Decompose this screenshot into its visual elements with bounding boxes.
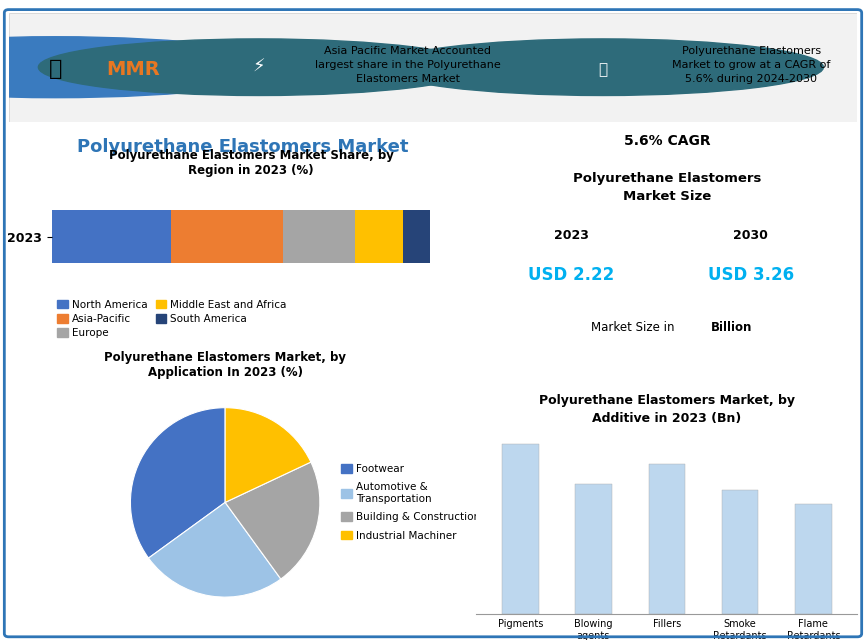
Text: Polyurethane Elastomers Market: Polyurethane Elastomers Market <box>77 138 408 156</box>
Text: Market Size in: Market Size in <box>591 321 678 334</box>
Circle shape <box>38 39 480 95</box>
Bar <box>502 444 539 614</box>
Bar <box>403 211 430 263</box>
Text: 🌍: 🌍 <box>48 60 62 79</box>
Text: Asia Pacific Market Accounted
largest share in the Polyurethane
Elastomers Marke: Asia Pacific Market Accounted largest sh… <box>314 46 501 84</box>
Wedge shape <box>225 408 311 502</box>
Bar <box>52 211 171 263</box>
Text: ⚡: ⚡ <box>253 58 265 76</box>
Text: USD 3.26: USD 3.26 <box>708 266 794 284</box>
Legend: North America, Asia-Pacific, Europe, Middle East and Africa, South America: North America, Asia-Pacific, Europe, Mid… <box>57 300 287 338</box>
Bar <box>171 211 283 263</box>
Text: 2023: 2023 <box>554 229 589 242</box>
Bar <box>283 211 355 263</box>
Text: 2030: 2030 <box>734 229 768 242</box>
Text: Polyurethane Elastomers
Market Size: Polyurethane Elastomers Market Size <box>572 172 761 202</box>
Circle shape <box>382 39 824 95</box>
Wedge shape <box>149 502 281 597</box>
Text: Polyurethane Elastomers
Market to grow at a CAGR of
5.6% during 2024-2030: Polyurethane Elastomers Market to grow a… <box>672 46 830 84</box>
Wedge shape <box>131 408 225 558</box>
Title: Polyurethane Elastomers Market, by
Application In 2023 (%): Polyurethane Elastomers Market, by Appli… <box>104 351 346 379</box>
Bar <box>575 484 612 614</box>
Circle shape <box>0 36 293 98</box>
Bar <box>649 464 685 614</box>
Title: Polyurethane Elastomers Market Share, by
Region in 2023 (%): Polyurethane Elastomers Market Share, by… <box>109 148 393 177</box>
Legend: Footwear, Automotive &
Transportation, Building & Construction, Industrial Machi: Footwear, Automotive & Transportation, B… <box>337 460 484 545</box>
Text: 🔥: 🔥 <box>598 62 607 77</box>
Bar <box>721 490 759 614</box>
Text: Polyurethane Elastomers Market, by
Additive in 2023 (Bn): Polyurethane Elastomers Market, by Addit… <box>539 394 795 425</box>
Text: 5.6% CAGR: 5.6% CAGR <box>624 134 710 148</box>
Text: MMR: MMR <box>107 60 160 79</box>
Bar <box>355 211 403 263</box>
Text: Billion: Billion <box>711 321 752 334</box>
Bar <box>795 504 831 614</box>
Text: USD 2.22: USD 2.22 <box>528 266 615 284</box>
Wedge shape <box>225 462 320 579</box>
FancyBboxPatch shape <box>9 13 857 122</box>
